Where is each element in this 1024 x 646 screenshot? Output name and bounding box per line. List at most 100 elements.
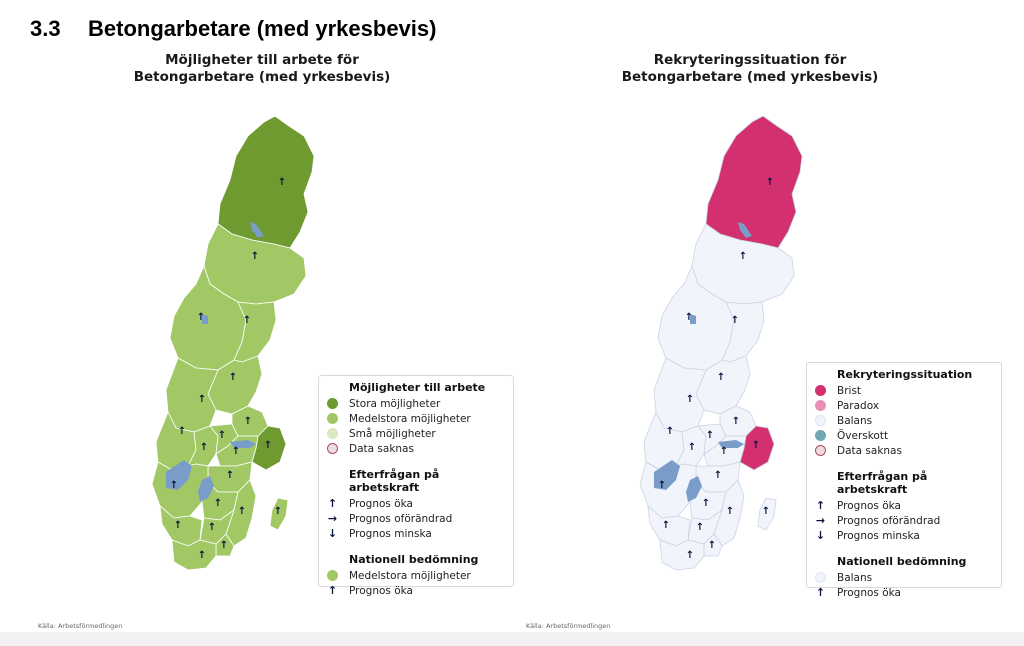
lake-shape (738, 222, 752, 238)
right-legend-items3-item: ↑ Prognos öka (815, 585, 993, 600)
lake-shape (230, 440, 256, 448)
left-map-title: Möjligheter till arbete för Betongarbeta… (12, 52, 512, 86)
lake-shape (686, 476, 702, 502)
legend-label: Prognos öka (837, 499, 901, 512)
arrow-up-icon: ↑ (752, 440, 760, 451)
arrow-up-icon: ↑ (243, 315, 251, 326)
arrow-up-icon: ↑ (198, 550, 206, 561)
left-legend-items2-item: ↓ Prognos minska (327, 526, 505, 541)
legend-label: Prognos oförändrad (837, 514, 941, 527)
legend-label: Prognos oförändrad (349, 512, 453, 525)
arrow-up-icon: ↑ (708, 540, 716, 551)
legend-label: Prognos minska (349, 527, 432, 540)
legend-label: Medelstora möjligheter (349, 412, 471, 425)
region-norrbotten (705, 115, 803, 249)
section-number: 3.3 (30, 16, 61, 41)
left-legend-items1-item: Medelstora möjligheter (327, 411, 505, 426)
arrow-up-icon: ↑ (696, 522, 704, 533)
legend-swatch-icon (327, 428, 338, 439)
right-legend: Rekryteringssituation Brist Paradox Balans… (806, 362, 1002, 599)
arrow-up-icon: ↑ (662, 520, 670, 531)
lake-shape (690, 314, 696, 324)
legend-label: Data saknas (837, 444, 902, 457)
arrow-up-icon: ↑ (327, 497, 338, 510)
right-legend-items1-item: Data saknas (815, 443, 993, 458)
legend-swatch-icon (815, 415, 826, 426)
left-legend-items3-item: Medelstora möjligheter (327, 568, 505, 583)
arrow-up-icon: ↑ (264, 440, 272, 451)
arrow-up-icon: ↑ (327, 584, 338, 597)
right-source: Källa: Arbetsförmedlingen (526, 622, 611, 630)
legend-label: Prognos minska (837, 529, 920, 542)
arrow-up-icon: ↑ (731, 315, 739, 326)
right-legend-heading-2: Efterfrågan på arbetskraft (837, 470, 928, 496)
right-legend-items2-item: → Prognos oförändrad (815, 513, 993, 528)
arrow-up-icon: ↑ (238, 506, 246, 517)
right-legend-items1-item: Paradox (815, 398, 993, 413)
left-legend-heading-3: Nationell bedömning (349, 553, 479, 566)
arrow-up-icon: ↑ (714, 470, 722, 481)
legend-label: Data saknas (349, 442, 414, 455)
arrow-up-icon: ↑ (720, 446, 728, 457)
arrow-up-icon: ↑ (658, 480, 666, 491)
left-legend: Möjligheter till arbete Stora möjlighete… (318, 375, 514, 597)
legend-swatch-icon (815, 385, 826, 396)
left-legend-items2-item: → Prognos oförändrad (327, 511, 505, 526)
left-legend-items3-item: ↑ Prognos öka (327, 583, 505, 598)
arrow-up-icon: ↑ (717, 372, 725, 383)
left-source: Källa: Arbetsförmedlingen (38, 622, 123, 630)
left-legend-heading-2: Efterfrågan på arbetskraft (349, 468, 440, 494)
arrow-up-icon: ↑ (200, 442, 208, 453)
legend-label: Medelstora möjligheter (349, 569, 471, 582)
lake-shape (654, 460, 680, 490)
arrow-up-icon: ↑ (214, 498, 222, 509)
legend-label: Överskott (837, 429, 889, 442)
arrow-down-icon: ↓ (815, 529, 826, 542)
arrow-down-icon: ↓ (327, 527, 338, 540)
arrow-up-icon: ↑ (688, 442, 696, 453)
right-legend-items1-item: Brist (815, 383, 993, 398)
arrow-up-icon: ↑ (218, 430, 226, 441)
right-map-title-line2: Betongarbetare (med yrkesbevis) (621, 69, 879, 85)
right-legend-items2-item: ↑ Prognos öka (815, 498, 993, 513)
arrow-up-icon: ↑ (278, 177, 286, 188)
arrow-up-icon: ↑ (739, 251, 747, 262)
right-legend-items1-item: Balans (815, 413, 993, 428)
region-skåne (171, 539, 217, 571)
arrow-up-icon: ↑ (706, 430, 714, 441)
arrow-up-icon: ↑ (666, 426, 674, 437)
right-legend-items3-item: Balans (815, 570, 993, 585)
arrow-up-icon: ↑ (226, 470, 234, 481)
footer-band (0, 632, 1024, 646)
legend-swatch-icon (815, 445, 826, 456)
arrow-up-icon: ↑ (702, 498, 710, 509)
arrow-up-icon: ↑ (174, 520, 182, 531)
legend-label: Prognos öka (349, 497, 413, 510)
arrow-up-icon: ↑ (178, 426, 186, 437)
left-legend-items1-item: Data saknas (327, 441, 505, 456)
right-map-panel: Rekryteringssituation för Betongarbetare… (500, 52, 1002, 630)
left-map-panel: Möjligheter till arbete för Betongarbeta… (12, 52, 514, 630)
left-legend-items1-item: Stora möjligheter (327, 396, 505, 411)
left-legend-items2-item: ↑ Prognos öka (327, 496, 505, 511)
arrow-up-icon: ↑ (766, 177, 774, 188)
lake-shape (166, 460, 192, 490)
legend-swatch-icon (815, 400, 826, 411)
arrow-up-icon: ↑ (232, 446, 240, 457)
region-gotland (757, 497, 777, 531)
legend-label: Små möjligheter (349, 427, 436, 440)
legend-label: Prognos öka (837, 586, 901, 599)
right-legend-heading-1: Rekryteringssituation (837, 368, 973, 381)
right-sweden-map: ↑ ↑ ↑ ↑ ↑ ↑ ↑ ↑ ↑ ↑ ↑ ↑ ↑ ↑ ↑ ↑ ↑ ↑ ↑ ↑ ↑ (639, 115, 803, 571)
legend-label: Stora möjligheter (349, 397, 441, 410)
legend-swatch-icon (327, 398, 338, 409)
right-legend-items2-item: ↓ Prognos minska (815, 528, 993, 543)
legend-swatch-icon (327, 413, 338, 424)
arrow-up-icon: ↑ (815, 586, 826, 599)
legend-swatch-icon (327, 443, 338, 454)
legend-label: Brist (837, 384, 862, 397)
arrow-right-icon: → (815, 514, 826, 527)
arrow-up-icon: ↑ (197, 312, 205, 323)
arrow-up-icon: ↑ (726, 506, 734, 517)
arrow-up-icon: ↑ (208, 522, 216, 533)
